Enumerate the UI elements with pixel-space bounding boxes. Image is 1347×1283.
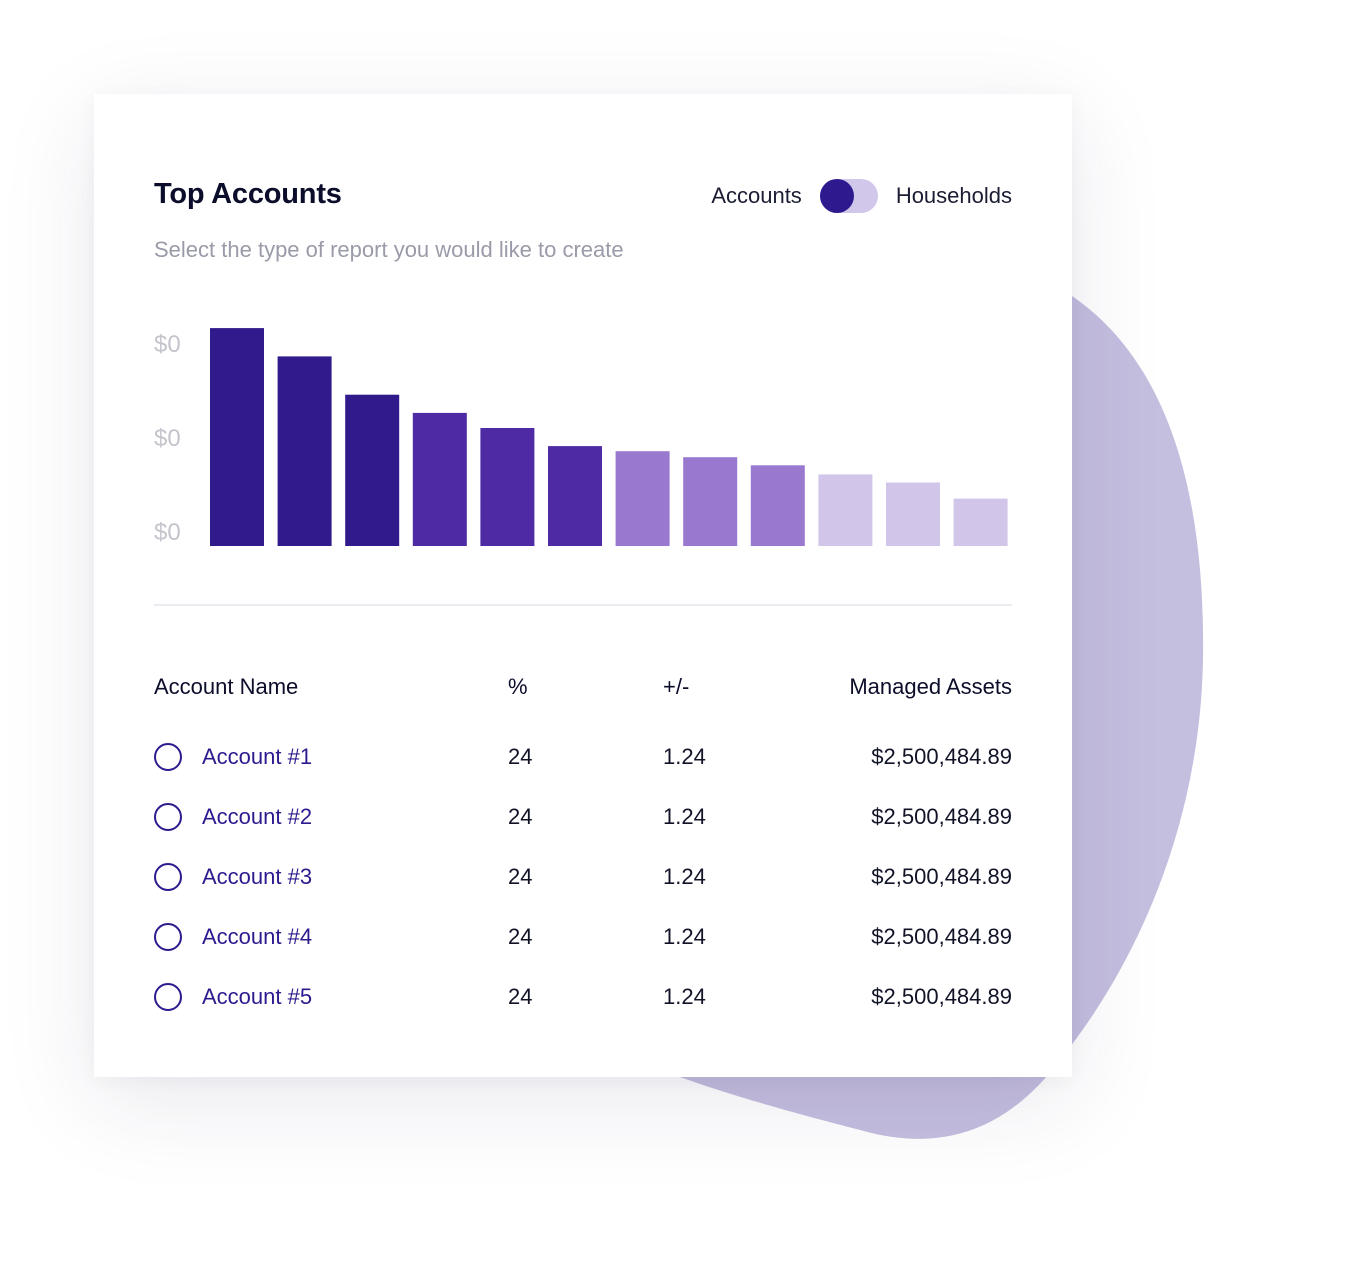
- cell-percent: 24: [508, 984, 533, 1009]
- card-subtitle: Select the type of report you would like…: [154, 237, 624, 262]
- table-row: Account #5 24 1.24 $2,500,484.89: [154, 983, 1012, 1014]
- column-header-percent: %: [508, 674, 528, 699]
- chart-bar: [412, 412, 467, 546]
- cell-percent: 24: [508, 744, 533, 769]
- chart-bar: [210, 328, 264, 546]
- y-axis-tick-label: $0: [154, 331, 181, 358]
- chart-divider: [154, 604, 1012, 606]
- cell-managed-assets: $2,500,484.89: [871, 864, 1012, 889]
- table-row: Account #3 24 1.24 $2,500,484.89: [154, 863, 1012, 894]
- account-radio[interactable]: [154, 803, 182, 831]
- table-row: Account #2 24 1.24 $2,500,484.89: [154, 803, 1012, 834]
- cell-change: 1.24: [663, 924, 706, 949]
- account-radio[interactable]: [154, 743, 182, 771]
- cell-percent: 24: [508, 804, 533, 829]
- table-row: Account #4 24 1.24 $2,500,484.89: [154, 923, 1012, 954]
- toggle-label-households[interactable]: Households: [895, 183, 1012, 208]
- accounts-bar-chart: $0 $0 $0: [154, 328, 1008, 546]
- accounts-households-toggle[interactable]: [819, 179, 878, 213]
- chart-bar: [953, 498, 1008, 546]
- chart-bar: [683, 457, 738, 546]
- toggle-label-accounts[interactable]: Accounts: [711, 183, 802, 208]
- chart-bar: [277, 356, 332, 546]
- table-row: Account #1 24 1.24 $2,500,484.89: [154, 743, 1012, 774]
- chart-bar: [480, 428, 535, 546]
- chart-bar: [886, 482, 940, 546]
- account-name-link[interactable]: Account #1: [202, 744, 313, 769]
- account-name-link[interactable]: Account #3: [202, 864, 313, 889]
- chart-bar: [615, 451, 670, 546]
- account-name-link[interactable]: Account #4: [202, 924, 313, 949]
- table-header: Account Name % +/- Managed Assets: [154, 674, 1012, 702]
- y-axis-tick-label: $0: [154, 425, 181, 452]
- cell-percent: 24: [508, 924, 533, 949]
- report-type-toggle-group: Accounts Households: [711, 179, 1012, 213]
- cell-managed-assets: $2,500,484.89: [871, 924, 1012, 949]
- account-radio[interactable]: [154, 923, 182, 951]
- cell-change: 1.24: [663, 804, 706, 829]
- cell-change: 1.24: [663, 744, 706, 769]
- y-axis-tick-label: $0: [154, 519, 181, 546]
- chart-bar: [750, 465, 805, 546]
- column-header-account-name: Account Name: [154, 674, 299, 699]
- chart-bar: [345, 394, 400, 546]
- cell-change: 1.24: [663, 984, 706, 1009]
- cell-percent: 24: [508, 864, 533, 889]
- cell-managed-assets: $2,500,484.89: [871, 744, 1012, 769]
- top-accounts-card: Top Accounts Accounts Households Select …: [94, 94, 1072, 1077]
- cell-managed-assets: $2,500,484.89: [871, 804, 1012, 829]
- account-name-link[interactable]: Account #5: [202, 984, 313, 1009]
- cell-change: 1.24: [663, 864, 706, 889]
- account-name-link[interactable]: Account #2: [202, 804, 313, 829]
- column-header-managed-assets: Managed Assets: [849, 674, 1012, 699]
- cell-managed-assets: $2,500,484.89: [871, 984, 1012, 1009]
- card-title: Top Accounts: [154, 178, 342, 210]
- chart-bar: [548, 446, 602, 546]
- account-radio[interactable]: [154, 983, 182, 1011]
- account-radio[interactable]: [154, 863, 182, 891]
- chart-bar: [818, 474, 873, 546]
- toggle-knob: [819, 179, 854, 213]
- column-header-change: +/-: [663, 674, 690, 699]
